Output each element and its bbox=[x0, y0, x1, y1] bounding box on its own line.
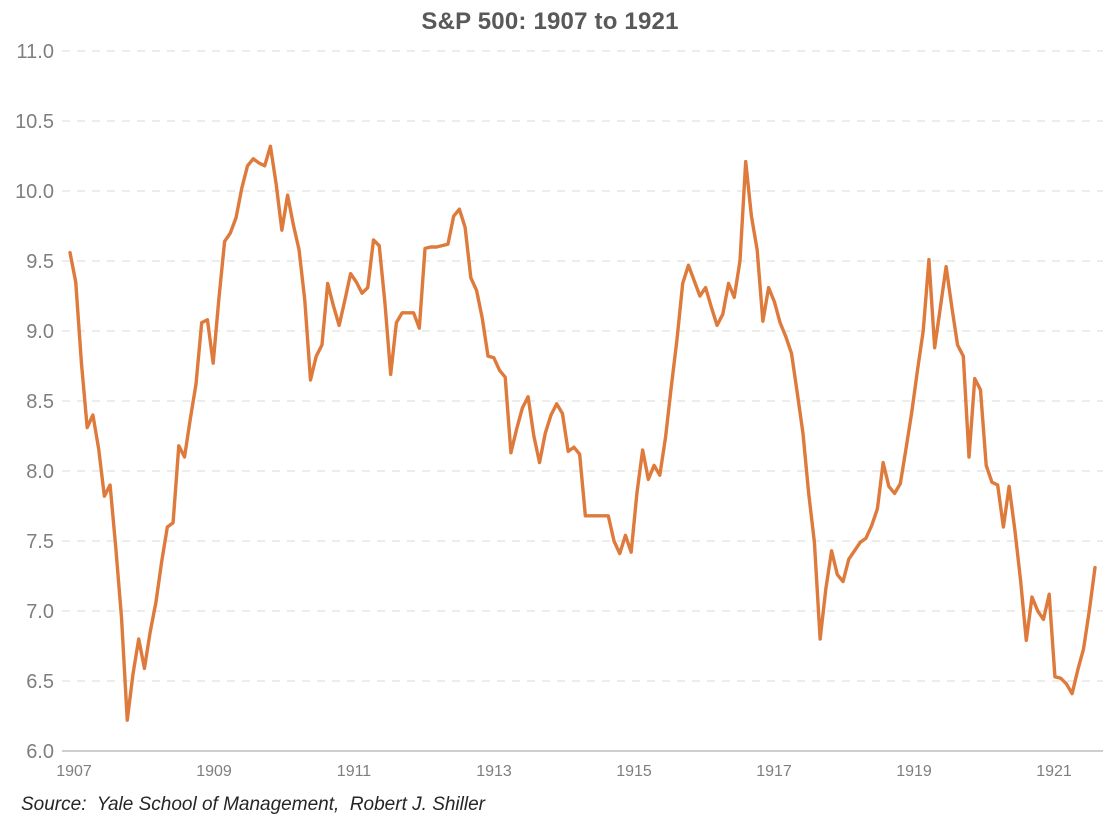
gridlines-group bbox=[62, 50, 1103, 752]
x-tick-label-1913: 1913 bbox=[476, 763, 512, 780]
x-tick-label-1909: 1909 bbox=[196, 763, 232, 780]
y-tick-label-8.0: 8.0 bbox=[26, 461, 54, 483]
y-tick-label-10.0: 10.0 bbox=[15, 181, 54, 203]
x-tick-label-1911: 1911 bbox=[337, 763, 372, 780]
x-tick-label-1917: 1917 bbox=[756, 763, 792, 780]
x-tick-label-1915: 1915 bbox=[616, 763, 652, 780]
y-tick-label-8.5: 8.5 bbox=[26, 391, 54, 413]
y-tick-label-9.5: 9.5 bbox=[26, 251, 54, 273]
y-tick-label-9.0: 9.0 bbox=[26, 321, 54, 343]
y-axis-labels-group: 6.0 6.5 7.0 7.5 8.0 8.5 9.0 9.5 10.0 10.5 11.0 bbox=[15, 41, 54, 763]
x-tick-label-1907: 1907 bbox=[56, 763, 92, 780]
x-tick-label-1921: 1921 bbox=[1036, 763, 1072, 780]
sp500-price-line bbox=[68, 144, 1097, 722]
y-tick-label-11.0: 11.0 bbox=[17, 41, 54, 63]
x-axis-labels-group: 1907 1909 1911 1913 1915 1917 1919 1921 bbox=[56, 763, 1072, 780]
chart-title: S&P 500: 1907 to 1921 bbox=[421, 8, 679, 35]
x-tick-label-1919: 1919 bbox=[896, 763, 932, 780]
series-group bbox=[68, 144, 1097, 722]
y-tick-label-6.5: 6.5 bbox=[26, 671, 54, 693]
y-tick-label-10.5: 10.5 bbox=[15, 111, 54, 133]
source-note: Source: Yale School of Management, Rober… bbox=[21, 794, 485, 815]
y-tick-label-7.5: 7.5 bbox=[26, 531, 54, 553]
y-tick-label-6.0: 6.0 bbox=[26, 741, 54, 763]
y-tick-label-7.0: 7.0 bbox=[26, 601, 54, 623]
